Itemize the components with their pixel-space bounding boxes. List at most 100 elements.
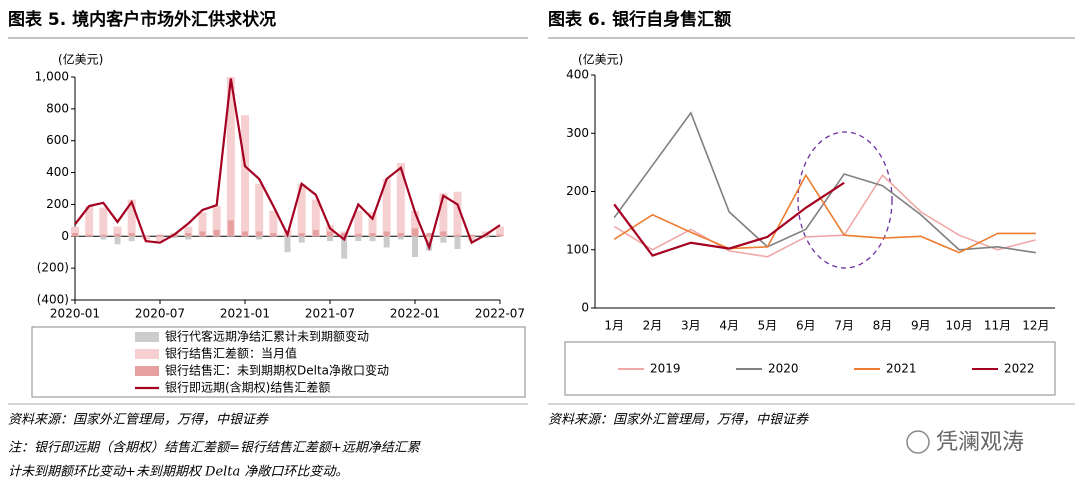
bar bbox=[440, 231, 447, 237]
y-axis-label: (亿美元) bbox=[578, 52, 623, 67]
bar bbox=[255, 183, 264, 237]
y-tick-label: 200 bbox=[566, 184, 589, 198]
bar bbox=[156, 236, 164, 242]
line bbox=[613, 111, 1036, 254]
chart-title: 图表 5. 境内客户市场外汇供求状况 bbox=[8, 9, 276, 30]
bar bbox=[468, 234, 475, 237]
y-tick-label: 400 bbox=[566, 68, 589, 82]
chart-title: 图表 6. 银行自身售汇额 bbox=[548, 9, 731, 30]
y-tick-label: 800 bbox=[46, 101, 69, 115]
bar bbox=[341, 233, 348, 237]
bar bbox=[496, 226, 504, 237]
bar bbox=[72, 233, 78, 237]
y-tick-label: 1,000 bbox=[35, 70, 69, 84]
bar bbox=[171, 236, 178, 238]
bar bbox=[142, 235, 149, 237]
bar bbox=[454, 236, 461, 250]
bar bbox=[157, 234, 163, 237]
line bbox=[613, 181, 845, 257]
watermark-icon bbox=[906, 430, 930, 454]
legend-label: 银行代客远期净结汇累计未到期额变动 bbox=[165, 329, 369, 344]
legend-swatch bbox=[135, 349, 159, 359]
bar bbox=[497, 234, 503, 237]
x-tick-label: 6月 bbox=[796, 319, 816, 333]
x-tick-label: 2020-07 bbox=[135, 307, 185, 321]
bar bbox=[425, 236, 434, 242]
bar bbox=[412, 236, 418, 257]
bar bbox=[242, 231, 248, 237]
watermark: 凭澜观涛 bbox=[936, 430, 1024, 455]
bar bbox=[85, 206, 94, 237]
bar bbox=[100, 234, 107, 237]
legend-box bbox=[564, 341, 1056, 396]
bar bbox=[298, 233, 305, 237]
line bbox=[74, 78, 501, 251]
bar bbox=[128, 233, 135, 237]
x-tick-label: 9月 bbox=[911, 319, 931, 333]
legend-label: 2019 bbox=[650, 362, 681, 376]
line bbox=[613, 173, 1037, 258]
bar bbox=[256, 236, 263, 240]
bar bbox=[227, 220, 234, 237]
bar bbox=[99, 207, 108, 237]
bar bbox=[355, 233, 362, 237]
bar bbox=[368, 212, 377, 237]
note: 计未到期额环比变动+未到期期权 Delta 净敞口环比变动。 bbox=[8, 464, 348, 480]
y-tick-label: (200) bbox=[37, 261, 69, 275]
bar bbox=[383, 236, 390, 248]
bar bbox=[354, 210, 363, 237]
bar bbox=[439, 193, 448, 237]
bar bbox=[397, 236, 404, 240]
x-tick-label: 12月 bbox=[1022, 319, 1049, 333]
legend-label: 银行结售汇差额：当月值 bbox=[165, 346, 297, 361]
bar bbox=[114, 233, 121, 237]
bar bbox=[284, 236, 291, 253]
bar bbox=[298, 236, 305, 243]
x-tick-label: 2020-01 bbox=[50, 307, 100, 321]
bar bbox=[311, 199, 320, 237]
y-tick-label: 600 bbox=[46, 133, 69, 147]
x-tick-label: 2021-07 bbox=[305, 307, 355, 321]
y-tick-label: 200 bbox=[46, 197, 69, 211]
bar bbox=[412, 228, 418, 237]
bar bbox=[396, 163, 405, 237]
x-tick-label: 11月 bbox=[984, 319, 1011, 333]
bar bbox=[383, 231, 390, 237]
bar bbox=[482, 236, 489, 238]
legend-label: 2022 bbox=[1004, 362, 1035, 376]
x-tick-label: 3月 bbox=[681, 319, 701, 333]
x-tick-label: 10月 bbox=[946, 319, 973, 333]
y-tick-label: 0 bbox=[581, 301, 589, 315]
bar bbox=[355, 236, 362, 242]
bar bbox=[270, 233, 277, 237]
legend-label: 2021 bbox=[886, 362, 917, 376]
legend-label: 2020 bbox=[768, 362, 799, 376]
bar bbox=[113, 226, 122, 237]
bar bbox=[241, 115, 249, 237]
x-tick-label: 2021-01 bbox=[220, 307, 270, 321]
x-tick-label: 2月 bbox=[643, 319, 663, 333]
x-tick-label: 4月 bbox=[719, 319, 739, 333]
bar bbox=[213, 229, 220, 237]
x-tick-label: 5月 bbox=[758, 319, 778, 333]
bar bbox=[312, 229, 319, 237]
bar bbox=[467, 236, 476, 240]
y-tick-label: 300 bbox=[566, 126, 589, 140]
bar bbox=[199, 231, 206, 237]
legend-swatch bbox=[135, 332, 159, 342]
line bbox=[613, 173, 1036, 254]
note: 注：银行即远期（含期权）结售汇差额=银行结售汇差额+远期净结汇累 bbox=[8, 440, 421, 456]
x-tick-label: 2022-01 bbox=[390, 307, 440, 321]
bar bbox=[269, 210, 278, 237]
bar bbox=[297, 183, 306, 237]
bar bbox=[411, 210, 419, 237]
y-tick-label: 400 bbox=[46, 165, 69, 179]
x-tick-label: 7月 bbox=[834, 319, 854, 333]
bar bbox=[369, 236, 376, 242]
bar bbox=[212, 206, 221, 237]
bar bbox=[326, 225, 334, 237]
legend-label: 银行即远期(含期权)结售汇差额 bbox=[165, 380, 330, 395]
bar bbox=[454, 234, 461, 237]
legend-box bbox=[31, 326, 526, 398]
legend-label: 银行结售汇：未到期期权Delta净敞口变动 bbox=[165, 363, 389, 378]
